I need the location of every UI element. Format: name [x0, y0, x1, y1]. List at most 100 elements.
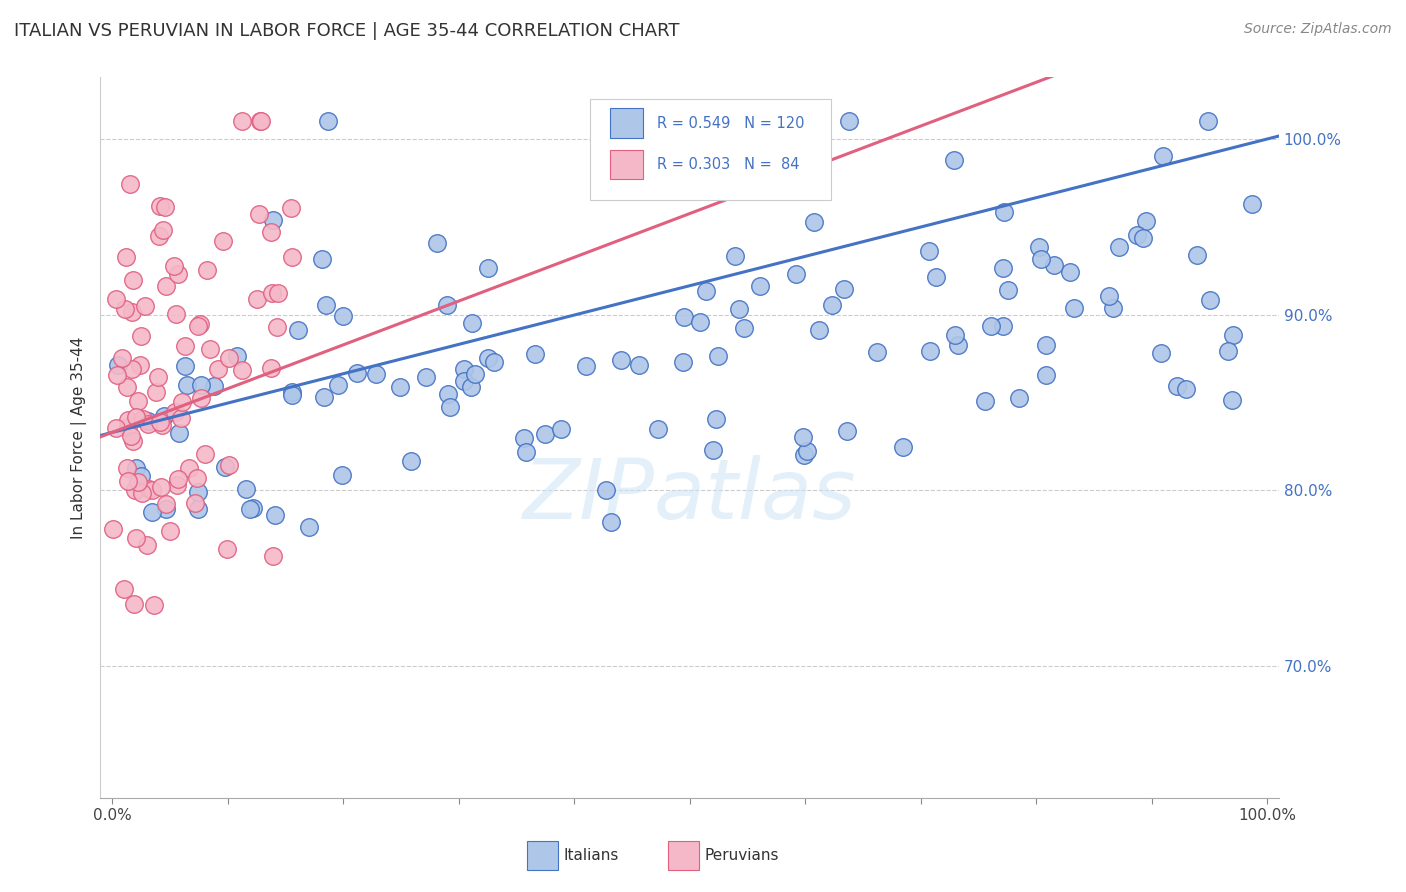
Point: [704, 412, 727, 426]
Point: [595, 483, 617, 497]
Point: [328, 378, 350, 392]
Point: [647, 422, 669, 436]
FancyBboxPatch shape: [610, 108, 643, 138]
Point: [925, 270, 948, 285]
Text: R = 0.303   N =  84: R = 0.303 N = 84: [657, 157, 799, 172]
Point: [1199, 293, 1222, 308]
Point: [121, 361, 143, 376]
Point: [176, 378, 198, 392]
Point: [477, 351, 499, 365]
Point: [114, 302, 136, 317]
Point: [142, 598, 165, 612]
Point: [993, 205, 1015, 219]
Point: [167, 426, 190, 441]
Point: [267, 286, 290, 301]
Point: [225, 349, 247, 363]
Point: [231, 114, 253, 128]
Point: [148, 229, 170, 244]
Point: [245, 293, 267, 307]
Point: [1222, 328, 1244, 343]
Point: [141, 505, 163, 519]
Point: [134, 299, 156, 313]
Point: [600, 515, 623, 529]
Point: [671, 354, 693, 368]
Point: [117, 461, 139, 475]
Point: [132, 412, 155, 426]
Point: [104, 292, 127, 306]
Point: [943, 153, 966, 168]
Point: [515, 444, 537, 458]
Point: [733, 321, 755, 335]
Point: [259, 360, 281, 375]
Point: [415, 369, 437, 384]
Point: [120, 429, 142, 443]
Point: [330, 467, 353, 482]
Point: [399, 454, 422, 468]
Point: [153, 200, 176, 214]
Point: [239, 502, 262, 516]
Point: [249, 114, 271, 128]
Point: [627, 358, 650, 372]
Point: [149, 415, 172, 429]
Point: [266, 319, 288, 334]
Point: [1028, 240, 1050, 254]
Point: [174, 359, 197, 373]
Point: [214, 460, 236, 475]
Point: [436, 298, 458, 312]
Point: [1029, 252, 1052, 266]
Point: [105, 368, 128, 382]
Point: [1098, 289, 1121, 303]
Point: [179, 461, 201, 475]
Point: [707, 349, 730, 363]
Point: [1108, 239, 1130, 253]
Point: [287, 323, 309, 337]
Point: [167, 268, 190, 282]
Point: [188, 318, 211, 332]
Point: [149, 199, 172, 213]
Point: [141, 483, 163, 498]
Point: [609, 352, 631, 367]
Point: [152, 223, 174, 237]
Point: [1063, 301, 1085, 315]
Point: [484, 355, 506, 369]
Point: [159, 524, 181, 538]
Point: [111, 351, 134, 365]
Point: [460, 380, 482, 394]
Point: [217, 541, 239, 556]
Point: [174, 338, 197, 352]
Point: [1152, 149, 1174, 163]
Point: [194, 447, 217, 461]
Point: [145, 385, 167, 400]
Point: [105, 421, 128, 435]
Point: [453, 361, 475, 376]
Point: [153, 409, 176, 423]
Point: [332, 309, 354, 323]
Point: [121, 304, 143, 318]
Point: [695, 285, 717, 299]
Point: [437, 387, 460, 401]
Point: [218, 458, 240, 472]
Point: [103, 522, 125, 536]
Point: [749, 279, 772, 293]
Point: [837, 424, 859, 438]
Point: [138, 482, 160, 496]
Text: Peruvians: Peruvians: [704, 848, 779, 863]
Point: [120, 178, 142, 192]
Point: [1175, 382, 1198, 396]
Point: [1216, 344, 1239, 359]
Point: [135, 538, 157, 552]
Point: [464, 367, 486, 381]
Point: [728, 301, 751, 316]
Point: [114, 250, 136, 264]
Point: [311, 252, 333, 266]
Point: [129, 328, 152, 343]
Point: [129, 359, 152, 373]
Point: [866, 344, 889, 359]
Point: [1043, 258, 1066, 272]
Point: [190, 391, 212, 405]
Point: [1059, 265, 1081, 279]
Point: [149, 480, 172, 494]
Point: [807, 323, 830, 337]
Point: [260, 286, 283, 301]
Point: [453, 375, 475, 389]
